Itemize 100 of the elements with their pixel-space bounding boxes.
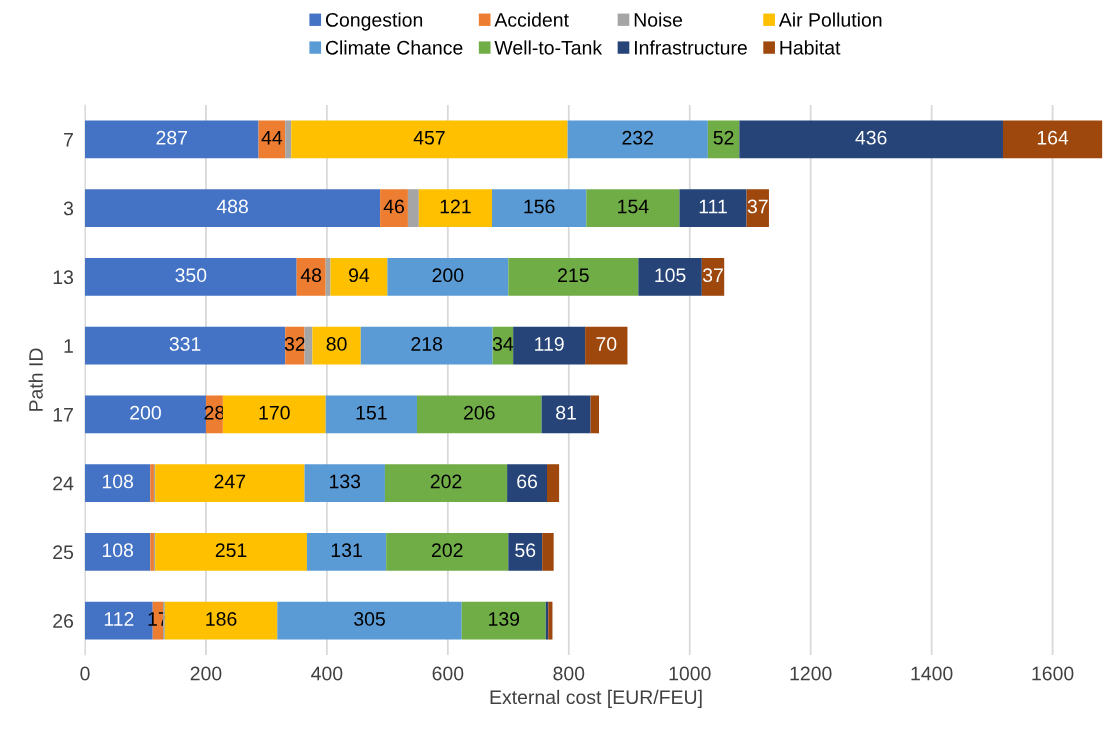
data-label: 44 — [261, 131, 283, 145]
bar — [296, 257, 326, 296]
bar — [325, 395, 417, 434]
data-label: 206 — [464, 405, 495, 420]
data-label: 218 — [411, 337, 443, 351]
data-label: 156 — [524, 199, 555, 214]
legend-label: Habitat — [780, 40, 841, 55]
data-label: 81 — [556, 405, 576, 420]
bar — [461, 601, 546, 640]
bar — [508, 257, 639, 296]
data-label: 202 — [431, 543, 463, 558]
data-label: 186 — [206, 612, 237, 626]
bar — [417, 395, 542, 434]
bar — [306, 532, 387, 571]
data-label: 287 — [156, 130, 188, 145]
legend-label: Congestion — [325, 12, 423, 31]
bar — [85, 395, 206, 434]
bar — [585, 326, 628, 365]
data-label: 121 — [440, 199, 471, 214]
data-label: 48 — [300, 268, 322, 283]
data-label: 80 — [326, 337, 347, 351]
legend-label: Climate Chance — [325, 40, 463, 55]
bar — [325, 257, 331, 296]
bar — [387, 257, 509, 296]
bar — [491, 189, 587, 228]
bar — [746, 189, 769, 228]
data-label: 112 — [104, 612, 134, 626]
bar — [380, 189, 408, 228]
data-label: 305 — [354, 612, 385, 626]
data-label: 111 — [699, 199, 727, 214]
bar — [85, 326, 286, 365]
bar — [85, 120, 259, 159]
bar — [548, 601, 553, 640]
x-tick-label: 1200 — [790, 666, 832, 681]
bar — [291, 120, 568, 159]
bar — [164, 601, 278, 640]
bar — [330, 257, 388, 296]
bar — [285, 120, 292, 159]
data-label: 105 — [655, 268, 686, 283]
data-label: 350 — [175, 268, 207, 283]
bar — [386, 532, 509, 571]
bar — [85, 464, 151, 503]
y-tick-label: 25 — [53, 545, 74, 560]
data-label: 247 — [214, 474, 246, 489]
bar — [85, 189, 381, 228]
x-tick-label: 1000 — [669, 666, 711, 681]
data-label: 133 — [330, 474, 361, 489]
data-label: 200 — [432, 268, 464, 283]
data-label: 436 — [855, 130, 887, 145]
bar — [304, 326, 313, 365]
bar — [222, 395, 326, 434]
data-label: 37 — [702, 268, 723, 283]
data-label: 151 — [356, 406, 387, 420]
data-label: 56 — [515, 543, 536, 558]
bar — [638, 257, 702, 296]
data-label: 66 — [517, 474, 538, 489]
data-label: 164 — [1037, 130, 1069, 145]
data-label: 232 — [622, 130, 653, 145]
y-tick-label: 7 — [64, 133, 73, 147]
bar — [739, 120, 1003, 159]
legend-label: Infrastructure — [634, 40, 747, 55]
bar — [542, 532, 554, 571]
data-label: 70 — [596, 337, 617, 351]
data-label: 202 — [430, 474, 462, 489]
bar — [507, 464, 548, 503]
data-label: 37 — [747, 199, 768, 214]
data-label: 34 — [492, 337, 514, 351]
y-tick-label: 13 — [53, 270, 74, 285]
bar — [567, 120, 708, 159]
bar — [418, 189, 492, 228]
data-label: 331 — [169, 337, 201, 351]
data-label: 200 — [130, 405, 161, 420]
bar — [707, 120, 740, 159]
x-tick-label: 1600 — [1032, 666, 1074, 681]
bar — [360, 326, 493, 365]
y-tick-label: 1 — [64, 339, 73, 353]
bar — [679, 189, 747, 228]
legend-label: Noise — [634, 12, 683, 27]
bar — [155, 532, 307, 571]
bar — [85, 532, 151, 571]
x-tick-label: 0 — [80, 666, 90, 681]
bar — [1002, 120, 1103, 159]
data-label: 108 — [102, 543, 134, 558]
bar — [258, 120, 286, 159]
bar — [85, 257, 297, 296]
data-label: 94 — [349, 268, 370, 283]
bar — [407, 189, 419, 228]
bar — [312, 326, 361, 365]
x-tick-label: 600 — [432, 666, 464, 681]
x-tick-label: 400 — [311, 666, 343, 681]
bar — [541, 395, 591, 434]
legend-label: Air Pollution — [778, 12, 882, 27]
legend-label: Accident — [494, 12, 569, 27]
bar — [384, 464, 508, 503]
bar — [590, 395, 600, 434]
y-tick-label: 3 — [63, 201, 74, 216]
data-label: 32 — [284, 337, 305, 351]
bar — [155, 464, 305, 503]
legend-label: Well-to-Tank — [494, 40, 603, 55]
bar — [547, 464, 560, 503]
